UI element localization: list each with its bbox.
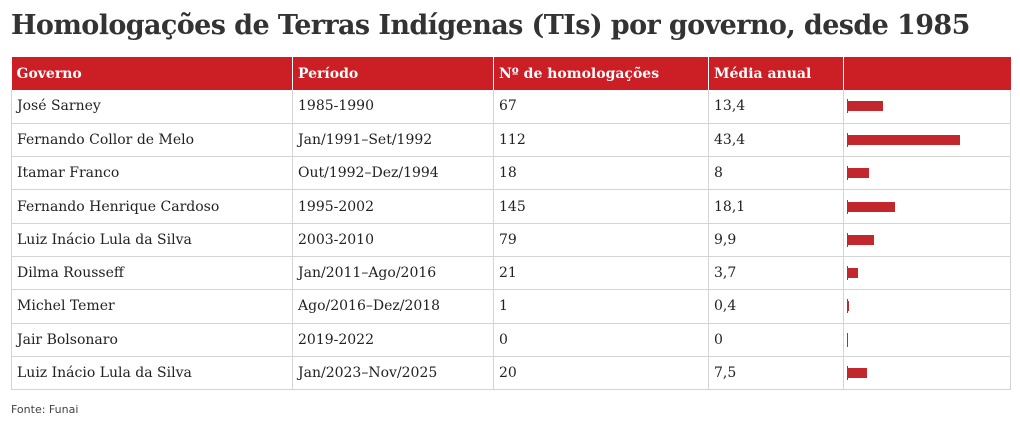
- cell-homologacoes: 79: [493, 223, 709, 257]
- table-row: Luiz Inácio Lula da Silva Jan/2023–Nov/20…: [11, 356, 1011, 391]
- cell-bar: [843, 356, 1011, 391]
- table-row: Fernando Henrique Cardoso 1995-2002 145 18,…: [11, 189, 1011, 224]
- bar-baseline: [847, 166, 848, 181]
- cell-governo: Luiz Inácio Lula da Silva: [11, 223, 293, 257]
- bar-baseline: [847, 266, 848, 281]
- bar-baseline: [847, 132, 848, 147]
- cell-governo: José Sarney: [11, 90, 293, 124]
- cell-bar: [843, 256, 1011, 291]
- header-bar-column: [843, 57, 1011, 90]
- cell-homologacoes: 20: [493, 356, 709, 391]
- cell-governo: Luiz Inácio Lula da Silva: [11, 356, 293, 391]
- cell-governo: Fernando Collor de Melo: [11, 123, 293, 158]
- bar-media-anual: [848, 301, 850, 312]
- cell-bar: [843, 156, 1011, 191]
- cell-homologacoes: 1: [493, 289, 709, 324]
- cell-governo: Jair Bolsonaro: [11, 323, 293, 357]
- bar-baseline: [847, 299, 848, 314]
- table-row: Luiz Inácio Lula da Silva 2003-2010 79 9,9: [11, 223, 1011, 257]
- cell-periodo: 1995-2002: [292, 189, 494, 224]
- cell-governo: Fernando Henrique Cardoso: [11, 189, 293, 224]
- table-row: José Sarney 1985-1990 67 13,4: [11, 90, 1011, 124]
- cell-governo: Michel Temer: [11, 289, 293, 324]
- cell-periodo: Jan/1991–Set/1992: [292, 123, 494, 158]
- bar-baseline: [847, 332, 848, 347]
- cell-bar: [843, 123, 1011, 158]
- cell-periodo: Jan/2023–Nov/2025: [292, 356, 494, 391]
- cell-bar: [843, 323, 1011, 357]
- bar-baseline: [847, 199, 848, 214]
- bar-media-anual: [848, 101, 883, 112]
- table-row: Dilma Rousseff Jan/2011–Ago/2016 21 3,7: [11, 256, 1011, 291]
- cell-homologacoes: 18: [493, 156, 709, 191]
- cell-homologacoes: 145: [493, 189, 709, 224]
- header-governo: Governo: [16, 65, 82, 82]
- bar-media-anual: [848, 201, 895, 212]
- header-periodo: Período: [292, 57, 494, 90]
- cell-homologacoes: 0: [493, 323, 709, 357]
- cell-homologacoes: 67: [493, 90, 709, 124]
- table-row: Michel Temer Ago/2016–Dez/2018 1 0,4: [11, 289, 1011, 324]
- cell-media-anual: 0,4: [708, 289, 844, 324]
- table-body: José Sarney 1985-1990 67 13,4 Fernando Collo…: [11, 90, 1011, 391]
- bar-media-anual: [848, 268, 858, 279]
- cell-media-anual: 43,4: [708, 123, 844, 158]
- table-row: Fernando Collor de Melo Jan/1991–Set/1992…: [11, 123, 1011, 158]
- bar-media-anual: [848, 168, 869, 179]
- cell-periodo: 1985-1990: [292, 90, 494, 124]
- chart-title: Homologações de Terras Indígenas (TIs) p…: [11, 10, 970, 41]
- table-row: Jair Bolsonaro 2019-2022 0 0: [11, 323, 1011, 357]
- cell-media-anual: 0: [708, 323, 844, 357]
- cell-bar: [843, 223, 1011, 257]
- table-row: Itamar Franco Out/1992–Dez/1994 18 8: [11, 156, 1011, 191]
- cell-homologacoes: 112: [493, 123, 709, 158]
- header-media-anual: Média anual: [708, 57, 844, 90]
- bar-media-anual: [848, 134, 960, 145]
- cell-bar: [843, 189, 1011, 224]
- data-table: Governo Período Nº de homologações Média…: [11, 57, 1011, 391]
- cell-governo: Dilma Rousseff: [11, 256, 293, 291]
- cell-periodo: Out/1992–Dez/1994: [292, 156, 494, 191]
- bar-media-anual: [848, 368, 868, 379]
- cell-bar: [843, 90, 1011, 124]
- cell-periodo: Ago/2016–Dez/2018: [292, 289, 494, 324]
- cell-media-anual: 9,9: [708, 223, 844, 257]
- cell-periodo: 2003-2010: [292, 223, 494, 257]
- cell-periodo: 2019-2022: [292, 323, 494, 357]
- table-header-row: Governo Período Nº de homologações Média…: [11, 57, 1011, 90]
- header-homologacoes: Nº de homologações: [493, 57, 709, 90]
- cell-bar: [843, 289, 1011, 324]
- bar-baseline: [847, 366, 848, 381]
- bar-baseline: [847, 232, 848, 247]
- cell-periodo: Jan/2011–Ago/2016: [292, 256, 494, 291]
- cell-media-anual: 3,7: [708, 256, 844, 291]
- bar-baseline: [847, 99, 848, 114]
- cell-media-anual: 7,5: [708, 356, 844, 391]
- bar-media-anual: [848, 234, 874, 245]
- source-note: Fonte: Funai: [11, 403, 79, 416]
- cell-media-anual: 13,4: [708, 90, 844, 124]
- cell-governo: Itamar Franco: [11, 156, 293, 191]
- cell-homologacoes: 21: [493, 256, 709, 291]
- cell-media-anual: 8: [708, 156, 844, 191]
- cell-media-anual: 18,1: [708, 189, 844, 224]
